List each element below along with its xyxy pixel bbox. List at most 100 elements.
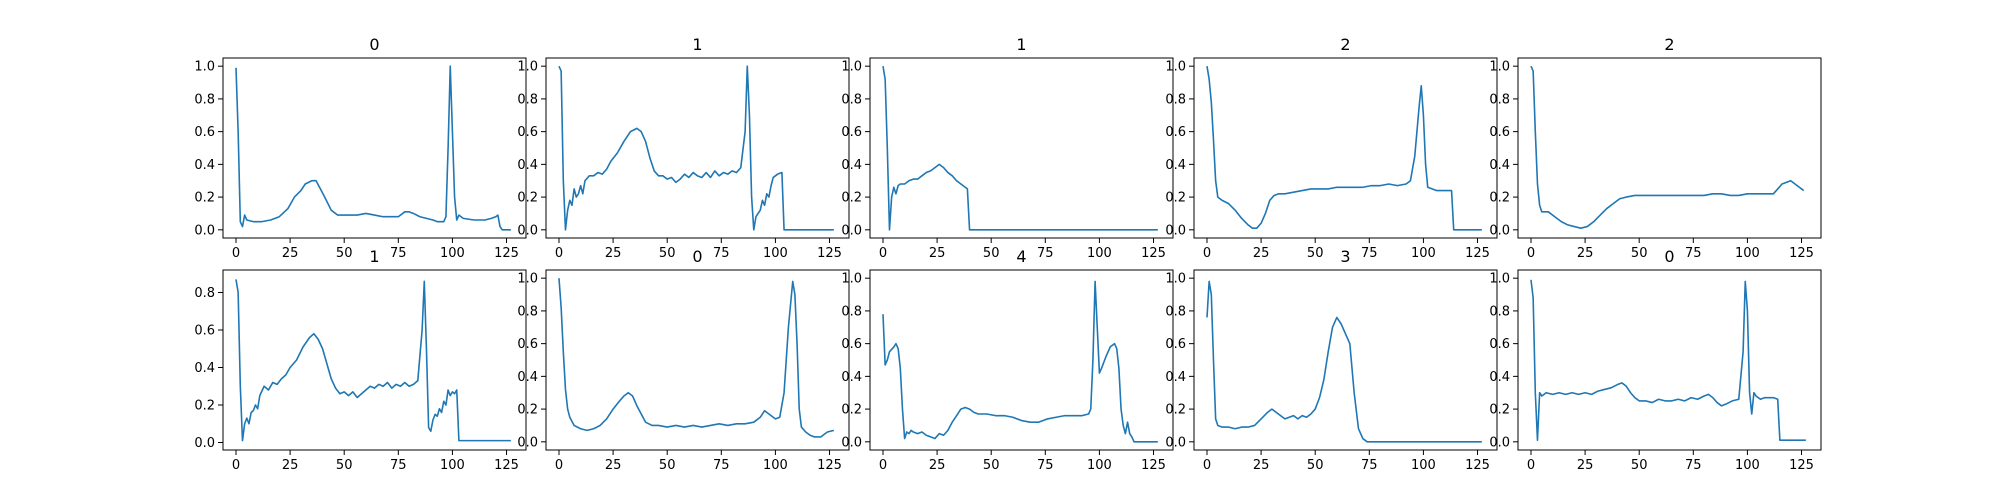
subplot-6: 0 25 50 75 100 125 0.0 0.2 0.4 0.6 0.8 1.0 0 (517, 247, 850, 473)
x-tick-label: 125 (494, 246, 519, 261)
y-tick-label: 0.2 (1489, 191, 1510, 206)
x-tick-label: 125 (817, 246, 842, 261)
x-tick-label: 50 (659, 246, 676, 261)
y-tick-label: 0.0 (841, 435, 862, 450)
x-tick-label: 50 (1631, 458, 1648, 473)
y-tick-label: 0.0 (1489, 223, 1510, 238)
x-tick-label: 0 (879, 246, 887, 261)
x-tick-label: 75 (1361, 458, 1378, 473)
x-tick-label: 75 (1685, 246, 1702, 261)
axes-frame (222, 269, 527, 451)
x-tick-label: 125 (1465, 458, 1490, 473)
y-tick-label: 0.4 (1165, 370, 1186, 385)
y-tick-label: 0.6 (194, 324, 215, 339)
x-tick-label: 75 (1361, 246, 1378, 261)
y-tick-label: 0.2 (1165, 191, 1186, 206)
y-tick-label: 0.4 (194, 158, 215, 173)
x-tick-label: 50 (1307, 246, 1324, 261)
subplot-3: 0 25 50 75 100 125 0.0 0.2 0.4 0.6 0.8 1.0 2 (1165, 35, 1498, 261)
subplot-title: 1 (1016, 35, 1026, 54)
x-tick-label: 75 (1037, 246, 1054, 261)
y-tick-label: 0.2 (841, 191, 862, 206)
y-tick-label: 0.0 (1165, 435, 1186, 450)
y-tick-label: 0.8 (1489, 304, 1510, 319)
series-line (235, 65, 511, 231)
subplot-title: 2 (1340, 35, 1350, 54)
x-tick-label: 100 (1411, 458, 1436, 473)
series-line (558, 65, 834, 231)
x-tick-label: 75 (1037, 458, 1054, 473)
y-tick-label: 0.0 (517, 223, 538, 238)
x-tick-label: 25 (282, 458, 299, 473)
subplot-2: 0 25 50 75 100 125 0.0 0.2 0.4 0.6 0.8 1.0 1 (841, 35, 1174, 261)
series-line (1206, 66, 1482, 231)
x-tick-label: 25 (1577, 458, 1594, 473)
subplot-title: 0 (369, 35, 379, 54)
x-tick-label: 25 (1253, 458, 1270, 473)
axes-frame (545, 269, 850, 451)
x-tick-label: 0 (879, 458, 887, 473)
x-tick-label: 0 (1527, 246, 1535, 261)
x-tick-label: 125 (817, 458, 842, 473)
y-tick-label: 0.8 (517, 304, 538, 319)
x-tick-label: 100 (763, 458, 788, 473)
y-tick-label: 0.8 (841, 304, 862, 319)
axes-frame (869, 269, 1174, 451)
subplot-5: 0 25 50 75 100 125 0.0 0.2 0.4 0.6 0.8 1 (194, 247, 527, 473)
y-tick-label: 0.4 (517, 158, 538, 173)
y-tick-label: 1.0 (841, 60, 862, 75)
x-tick-label: 125 (1789, 458, 1814, 473)
y-tick-label: 0.4 (1165, 158, 1186, 173)
y-tick-label: 0.6 (1489, 337, 1510, 352)
x-tick-label: 75 (713, 458, 730, 473)
x-tick-label: 100 (1087, 458, 1112, 473)
y-tick-label: 0.2 (194, 191, 215, 206)
axes-frame (545, 57, 850, 239)
y-tick-label: 1.0 (517, 60, 538, 75)
x-tick-label: 25 (1253, 246, 1270, 261)
x-tick-label: 75 (1685, 458, 1702, 473)
x-tick-label: 50 (983, 458, 1000, 473)
y-tick-label: 1.0 (517, 272, 538, 287)
x-tick-label: 125 (1141, 246, 1166, 261)
series-line (882, 280, 1158, 443)
x-tick-label: 100 (440, 458, 465, 473)
series-line (235, 279, 511, 442)
x-tick-label: 0 (232, 458, 240, 473)
subplot-title: 0 (692, 247, 702, 266)
y-tick-label: 0.6 (517, 125, 538, 140)
subplot-9: 0 25 50 75 100 125 0.0 0.2 0.4 0.6 0.8 1.0 0 (1489, 247, 1822, 473)
y-tick-label: 0.8 (1165, 304, 1186, 319)
x-tick-label: 100 (763, 246, 788, 261)
y-tick-label: 1.0 (194, 60, 215, 75)
y-tick-label: 0.6 (194, 125, 215, 140)
y-tick-label: 0.0 (1489, 435, 1510, 450)
axes-frame (222, 57, 527, 239)
axes-frame (1193, 57, 1498, 239)
x-tick-label: 0 (555, 246, 563, 261)
subplot-1: 0 25 50 75 100 125 0.0 0.2 0.4 0.6 0.8 1.0 1 (517, 35, 850, 261)
y-tick-label: 0.8 (1165, 92, 1186, 107)
subplot-title: 2 (1664, 35, 1674, 54)
subplot-8: 0 25 50 75 100 125 0.0 0.2 0.4 0.6 0.8 1.0 3 (1165, 247, 1498, 473)
x-tick-label: 75 (713, 246, 730, 261)
series-line (558, 278, 835, 438)
x-tick-label: 50 (1307, 458, 1324, 473)
subplot-title: 0 (1664, 247, 1674, 266)
y-tick-label: 0.6 (517, 337, 538, 352)
series-line (1530, 65, 1805, 229)
x-tick-label: 125 (1141, 458, 1166, 473)
x-tick-label: 100 (1735, 246, 1760, 261)
y-tick-label: 0.2 (517, 403, 538, 418)
y-tick-label: 0.4 (1489, 370, 1510, 385)
x-tick-label: 50 (336, 246, 353, 261)
x-tick-label: 0 (1527, 458, 1535, 473)
x-tick-label: 75 (390, 246, 407, 261)
subplot-0: 0 25 50 75 100 125 0.0 0.2 0.4 0.6 0.8 1.0 0 (194, 35, 527, 261)
axes-frame (1193, 269, 1498, 451)
y-tick-label: 1.0 (1165, 60, 1186, 75)
subplot-title: 3 (1340, 247, 1350, 266)
x-tick-label: 25 (605, 246, 622, 261)
y-tick-label: 0.6 (1165, 337, 1186, 352)
